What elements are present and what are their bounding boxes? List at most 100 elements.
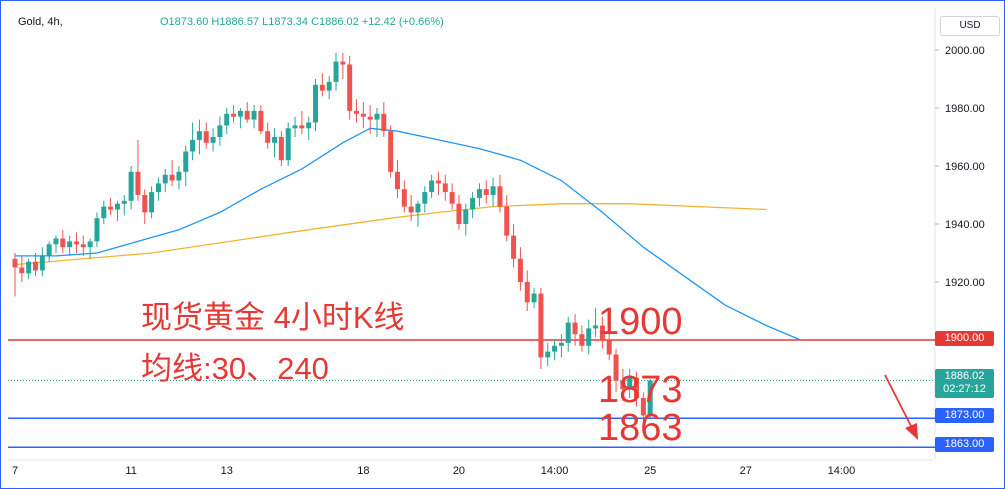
candle-body[interactable] bbox=[87, 241, 93, 248]
candle-body[interactable] bbox=[46, 244, 52, 256]
candle-body[interactable] bbox=[258, 110, 264, 132]
candle-body[interactable] bbox=[620, 380, 626, 390]
candle-body[interactable] bbox=[504, 206, 510, 236]
candle-body[interactable] bbox=[162, 174, 168, 184]
candle-body[interactable] bbox=[511, 235, 517, 259]
candle-body[interactable] bbox=[449, 192, 455, 204]
candle-body[interactable] bbox=[278, 137, 284, 161]
candle-body[interactable] bbox=[579, 334, 585, 346]
candle-body[interactable] bbox=[114, 203, 120, 210]
candle-body[interactable] bbox=[292, 125, 298, 129]
candle-body[interactable] bbox=[26, 261, 32, 274]
candle-body[interactable] bbox=[326, 81, 332, 91]
candle-body[interactable] bbox=[538, 293, 544, 358]
candle-body[interactable] bbox=[565, 322, 571, 343]
candle-body[interactable] bbox=[552, 345, 558, 352]
candle-body[interactable] bbox=[422, 192, 428, 204]
candle-body[interactable] bbox=[388, 131, 394, 172]
candle-body[interactable] bbox=[135, 171, 141, 195]
candle-body[interactable] bbox=[463, 209, 469, 225]
candle-body[interactable] bbox=[599, 325, 605, 341]
candle-body[interactable] bbox=[265, 131, 271, 143]
candle-body[interactable] bbox=[593, 325, 599, 329]
candle-body[interactable] bbox=[435, 180, 441, 184]
candle-body[interactable] bbox=[210, 137, 216, 143]
candle-body[interactable] bbox=[360, 113, 366, 117]
candle-body[interactable] bbox=[586, 328, 592, 346]
candle-body[interactable] bbox=[244, 110, 250, 120]
candle-body[interactable] bbox=[545, 351, 551, 358]
candle-body[interactable] bbox=[401, 189, 407, 207]
candle-body[interactable] bbox=[333, 61, 339, 82]
candle-body[interactable] bbox=[347, 64, 353, 111]
candle-body[interactable] bbox=[128, 171, 134, 201]
candle-body[interactable] bbox=[299, 125, 305, 129]
chart-legend: Gold, 4h, O1873.60 H1886.57 L1873.34 C18… bbox=[18, 16, 444, 28]
candle-body[interactable] bbox=[183, 151, 189, 172]
candle-body[interactable] bbox=[12, 258, 18, 268]
candle-body[interactable] bbox=[613, 354, 619, 381]
candle-body[interactable] bbox=[442, 183, 448, 193]
currency-button[interactable]: USD bbox=[940, 16, 1000, 36]
candle-body[interactable] bbox=[476, 189, 482, 198]
candle-body[interactable] bbox=[319, 84, 325, 91]
candle-body[interactable] bbox=[224, 113, 230, 126]
candle-body[interactable] bbox=[340, 61, 346, 65]
candle-body[interactable] bbox=[196, 131, 202, 140]
candle-body[interactable] bbox=[19, 267, 25, 274]
candle-body[interactable] bbox=[517, 258, 523, 282]
candle-body[interactable] bbox=[231, 113, 237, 117]
candle-body[interactable] bbox=[251, 110, 257, 120]
candle-body[interactable] bbox=[531, 293, 537, 303]
candle-body[interactable] bbox=[32, 261, 38, 271]
candle-body[interactable] bbox=[101, 206, 107, 219]
candle-body[interactable] bbox=[627, 377, 633, 390]
candle-body[interactable] bbox=[149, 192, 155, 213]
candle-body[interactable] bbox=[606, 340, 612, 355]
candle-body[interactable] bbox=[313, 84, 319, 123]
candle-body[interactable] bbox=[237, 110, 243, 117]
candle-body[interactable] bbox=[73, 241, 79, 245]
candle-body[interactable] bbox=[640, 398, 646, 416]
candle-body[interactable] bbox=[272, 137, 278, 143]
candle-body[interactable] bbox=[94, 218, 100, 242]
candle-body[interactable] bbox=[217, 125, 223, 137]
ma30-line bbox=[15, 127, 801, 341]
candle-body[interactable] bbox=[203, 131, 209, 143]
candle-body[interactable] bbox=[60, 238, 66, 248]
candle-body[interactable] bbox=[176, 171, 182, 181]
candle-body[interactable] bbox=[53, 238, 59, 245]
candle-body[interactable] bbox=[490, 186, 496, 195]
candle-body[interactable] bbox=[415, 203, 421, 213]
candle-body[interactable] bbox=[524, 282, 530, 303]
candle-body[interactable] bbox=[39, 255, 45, 271]
candle-body[interactable] bbox=[483, 189, 489, 195]
candle-body[interactable] bbox=[429, 180, 435, 193]
candle-body[interactable] bbox=[394, 171, 400, 190]
candle-body[interactable] bbox=[367, 116, 373, 120]
candle-body[interactable] bbox=[456, 203, 462, 224]
candle-body[interactable] bbox=[108, 206, 114, 210]
candle-body[interactable] bbox=[558, 342, 564, 346]
candle-body[interactable] bbox=[572, 322, 578, 335]
candle-body[interactable] bbox=[408, 206, 414, 213]
candle-body[interactable] bbox=[285, 128, 291, 161]
candle-body[interactable] bbox=[470, 197, 476, 210]
candle-body[interactable] bbox=[142, 195, 148, 213]
candle-body[interactable] bbox=[80, 244, 86, 248]
candle-body[interactable] bbox=[190, 139, 196, 152]
candle-body[interactable] bbox=[121, 200, 127, 204]
candle-body[interactable] bbox=[647, 380, 653, 416]
candle-body[interactable] bbox=[381, 113, 387, 132]
candle-body[interactable] bbox=[155, 183, 161, 193]
candle-body[interactable] bbox=[169, 174, 175, 181]
candle-body[interactable] bbox=[67, 241, 73, 248]
candle-body[interactable] bbox=[634, 377, 640, 398]
candle-body[interactable] bbox=[497, 186, 503, 207]
candle-body[interactable] bbox=[354, 110, 359, 114]
annotation-level-1863: 1863 bbox=[598, 407, 683, 449]
candle-body[interactable] bbox=[374, 113, 380, 120]
candle-body[interactable] bbox=[306, 122, 312, 129]
x-tick-label: 20 bbox=[453, 465, 465, 477]
